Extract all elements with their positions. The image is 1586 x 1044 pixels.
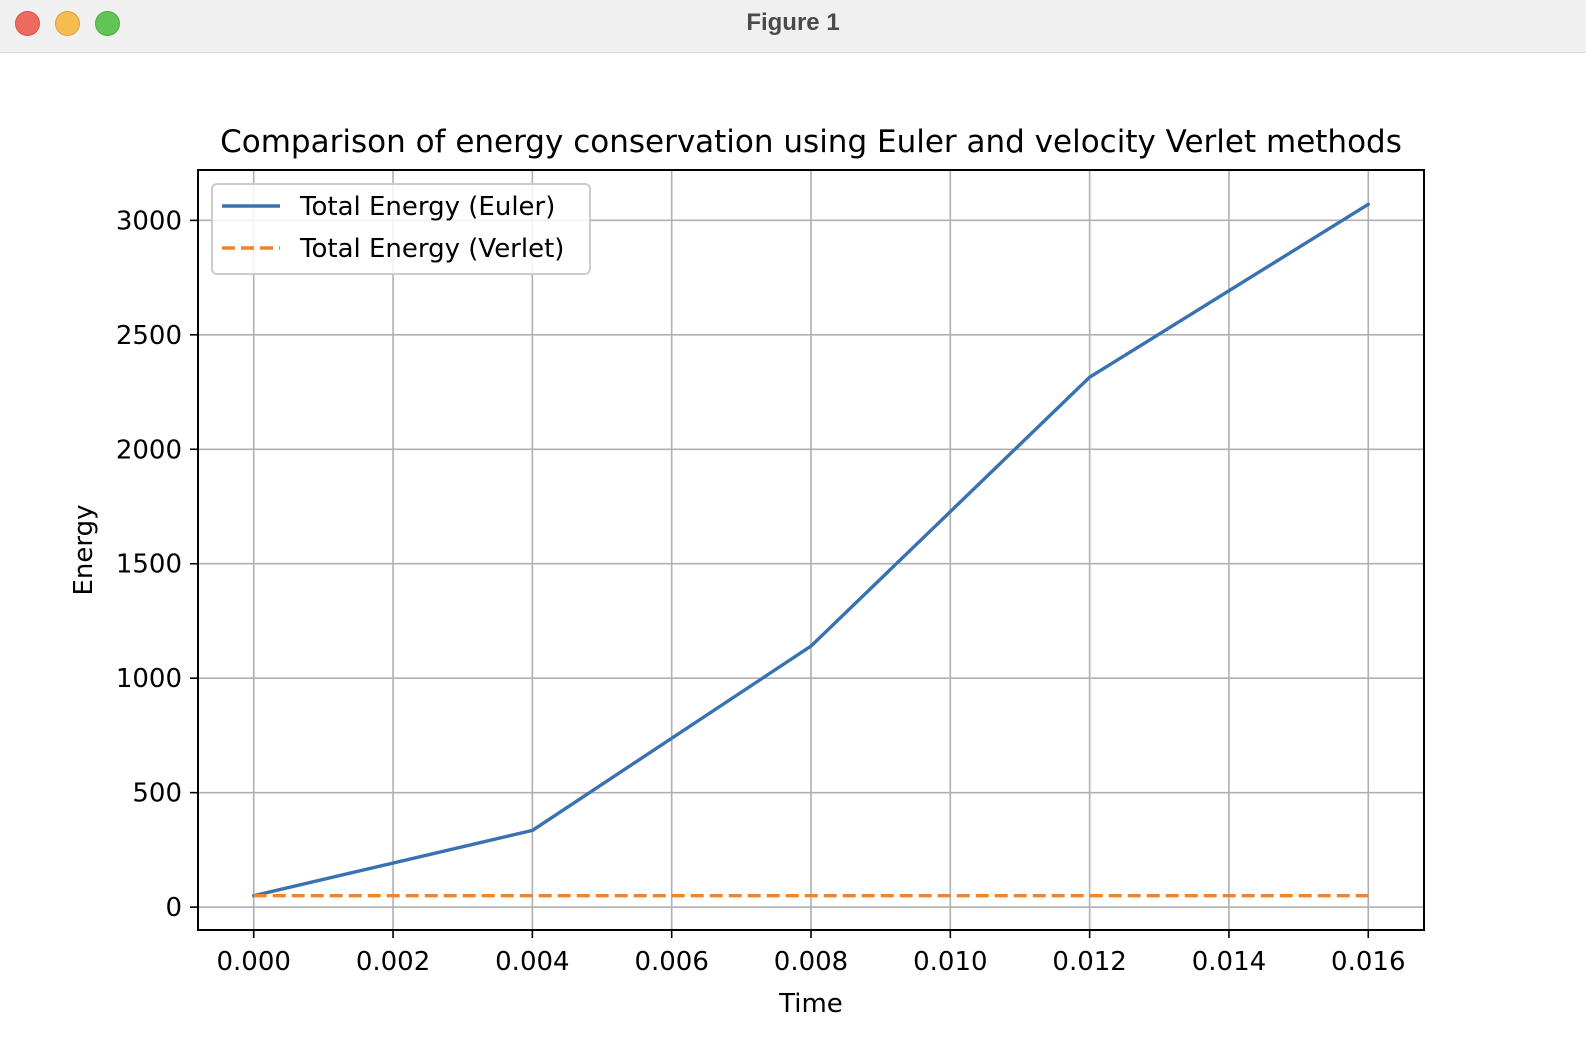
title-bar[interactable]: Figure 1 xyxy=(0,0,1586,53)
y-tick-label: 2000 xyxy=(116,435,182,465)
x-axis-label: Time xyxy=(778,989,843,1019)
y-tick-label: 1000 xyxy=(116,664,182,694)
x-tick-label: 0.008 xyxy=(774,947,848,977)
axis-ticks: 0.000 0.002 0.004 0.006 0.008 0.010 0.012 0.014… xyxy=(116,206,1406,977)
x-tick-label: 0.000 xyxy=(217,947,291,977)
chart-title: Comparison of energy conservation using … xyxy=(220,124,1402,160)
x-tick-label: 0.006 xyxy=(634,947,708,977)
y-tick-label: 1500 xyxy=(116,550,182,580)
energy-chart: Comparison of energy conservation using … xyxy=(0,53,1586,1040)
legend-label: Total Energy (Verlet) xyxy=(299,234,564,264)
x-tick-label: 0.010 xyxy=(913,947,987,977)
y-tick-label: 3000 xyxy=(116,206,182,236)
figure-canvas: Comparison of energy conservation using … xyxy=(0,53,1586,1040)
window-title: Figure 1 xyxy=(0,0,1586,48)
y-axis-label: Energy xyxy=(69,504,99,595)
y-tick-label: 2500 xyxy=(116,321,182,351)
y-tick-label: 500 xyxy=(132,779,182,809)
chart-legend: Total Energy (Euler) Total Energy (Verlet… xyxy=(212,184,590,274)
x-tick-label: 0.002 xyxy=(356,947,430,977)
x-tick-label: 0.016 xyxy=(1331,947,1405,977)
x-tick-label: 0.004 xyxy=(495,947,569,977)
x-tick-label: 0.012 xyxy=(1052,947,1126,977)
y-tick-label: 0 xyxy=(165,893,182,923)
legend-label: Total Energy (Euler) xyxy=(299,192,555,222)
x-tick-label: 0.014 xyxy=(1192,947,1266,977)
